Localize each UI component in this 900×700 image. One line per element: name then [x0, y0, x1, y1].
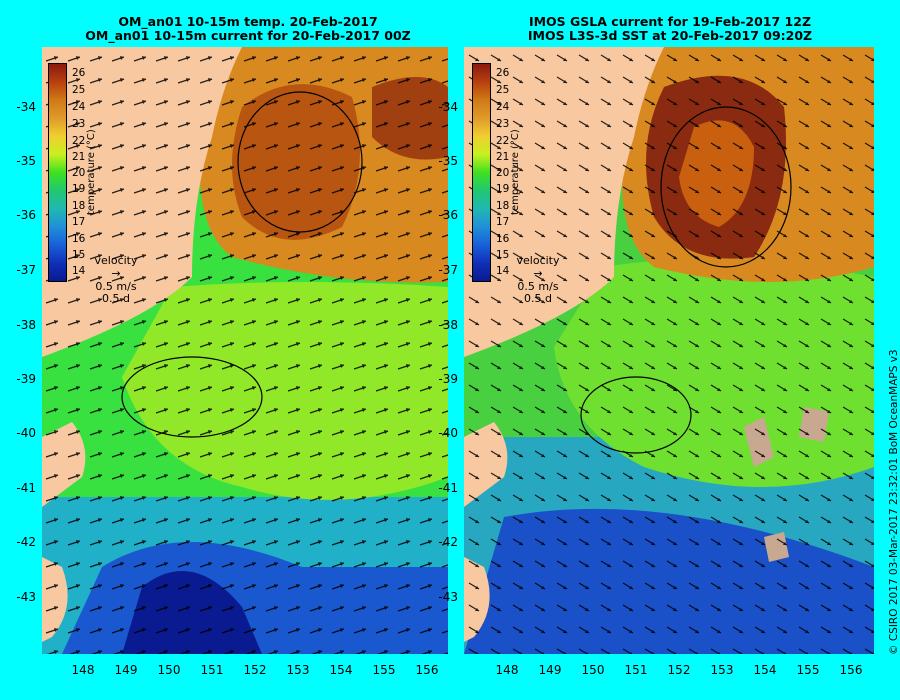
velocity-key-speed: 0.5 m/s: [517, 280, 559, 293]
left-title-line2: OM_an01 10-15m current for 20-Feb-2017 0…: [85, 28, 411, 43]
left-map: [42, 47, 448, 654]
colorbar-tick: 22: [496, 135, 510, 147]
colorbar-tick: 23: [72, 118, 86, 130]
right-map: [464, 47, 874, 654]
lat-tick: -37: [438, 263, 458, 277]
colorbar-tick: 26: [72, 67, 86, 79]
lat-tick: -43: [438, 590, 458, 604]
lat-tick: -41: [16, 481, 36, 495]
lat-tick: -42: [16, 535, 36, 549]
lon-tick: 150: [157, 663, 181, 677]
right-map-svg: [464, 47, 874, 654]
right-title-line1: IMOS GSLA current for 19-Feb-2017 12Z: [528, 14, 812, 29]
right-panel-title: IMOS GSLA current for 19-Feb-2017 12Z IM…: [470, 15, 870, 43]
lat-tick: -37: [16, 263, 36, 277]
lon-tick: 151: [624, 663, 648, 677]
lat-tick: -39: [438, 372, 458, 386]
colorbar-tick: 19: [496, 183, 510, 195]
velocity-key-arrow: →: [111, 267, 121, 280]
lat-tick: -34: [16, 100, 36, 114]
colorbar-tick: 14: [72, 265, 86, 277]
colorbar-axis-label: temperature (°C): [510, 129, 521, 215]
lon-tick: 155: [796, 663, 820, 677]
left-title-line1: OM_an01 10-15m temp. 20-Feb-2017: [118, 14, 378, 29]
temperature-colorbar: [472, 63, 491, 282]
colorbar-tick: 20: [496, 167, 510, 179]
colorbar-tick: 26: [496, 67, 510, 79]
left-colorbar-legend: 26 25 24 23 22 21 20 19 18 17 16 15 14 t…: [48, 63, 108, 293]
lat-tick: -38: [16, 318, 36, 332]
velocity-key-arrow: →: [533, 267, 543, 280]
lon-tick: 151: [200, 663, 224, 677]
left-panel-title: OM_an01 10-15m temp. 20-Feb-2017 OM_an01…: [48, 15, 448, 43]
lon-tick: 155: [372, 663, 396, 677]
colorbar-tick: 15: [72, 249, 86, 261]
lat-tick: -35: [16, 154, 36, 168]
lat-tick: -36: [438, 208, 458, 222]
lat-tick: -43: [16, 590, 36, 604]
colorbar-tick: 16: [496, 233, 510, 245]
lon-tick: 149: [538, 663, 562, 677]
lon-tick: 149: [114, 663, 138, 677]
lon-tick: 150: [581, 663, 605, 677]
lon-tick: 156: [415, 663, 439, 677]
lon-tick: 154: [329, 663, 353, 677]
lon-tick: 152: [243, 663, 267, 677]
colorbar-tick: 17: [72, 216, 86, 228]
lon-tick: 148: [71, 663, 95, 677]
velocity-key-title: velocity: [516, 254, 560, 267]
left-map-svg: [42, 47, 448, 654]
colorbar-axis-label: temperature (°C): [86, 129, 97, 215]
lat-tick: -34: [438, 100, 458, 114]
lat-tick: -38: [438, 318, 458, 332]
colorbar-tick: 25: [72, 84, 86, 96]
colorbar-tick: 18: [496, 200, 510, 212]
colorbar-tick: 17: [496, 216, 510, 228]
right-colorbar-legend: 26 25 24 23 22 21 20 19 18 17 16 15 14 t…: [472, 63, 532, 293]
lon-tick: 153: [286, 663, 310, 677]
lon-tick: 152: [667, 663, 691, 677]
lon-tick: 153: [710, 663, 734, 677]
colorbar-tick: 14: [496, 265, 510, 277]
lon-tick: 148: [495, 663, 519, 677]
colorbar-tick: 22: [72, 135, 86, 147]
credit-text: © CSIRO 2017 03-Mar-2017 23:32:01 BoM Oc…: [888, 349, 900, 655]
lon-tick: 154: [753, 663, 777, 677]
right-velocity-key: velocity → 0.5 m/s 0.5 d: [508, 255, 568, 305]
lat-tick: -42: [438, 535, 458, 549]
colorbar-tick: 21: [72, 151, 86, 163]
velocity-key-duration: 0.5 d: [102, 292, 130, 305]
lon-tick: 156: [839, 663, 863, 677]
colorbar-tick: 16: [72, 233, 86, 245]
colorbar-tick: 21: [496, 151, 510, 163]
colorbar-tick: 15: [496, 249, 510, 261]
colorbar-tick: 19: [72, 183, 86, 195]
colorbar-tick: 23: [496, 118, 510, 130]
colorbar-tick: 20: [72, 167, 86, 179]
colorbar-tick: 24: [496, 101, 510, 113]
colorbar-tick: 25: [496, 84, 510, 96]
lat-tick: -41: [438, 481, 458, 495]
colorbar-tick: 24: [72, 101, 86, 113]
lat-tick: -35: [438, 154, 458, 168]
velocity-key-title: velocity: [94, 254, 138, 267]
lat-tick: -36: [16, 208, 36, 222]
lat-tick: -40: [438, 426, 458, 440]
velocity-key-duration: 0.5 d: [524, 292, 552, 305]
colorbar-tick: 18: [72, 200, 86, 212]
right-title-line2: IMOS L3S-3d SST at 20-Feb-2017 09:20Z: [527, 28, 813, 43]
left-velocity-key: velocity → 0.5 m/s 0.5 d: [86, 255, 146, 305]
lat-tick: -40: [16, 426, 36, 440]
velocity-key-speed: 0.5 m/s: [95, 280, 137, 293]
lat-tick: -39: [16, 372, 36, 386]
temperature-colorbar: [48, 63, 67, 282]
